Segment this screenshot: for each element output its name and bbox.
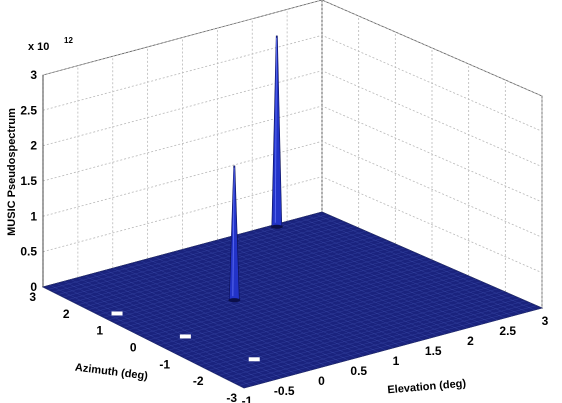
z-tick-label: 2: [30, 139, 37, 153]
mesh-line: [228, 300, 526, 381]
mesh-line: [208, 290, 504, 371]
chart-ticks: 0 0.5 1 1.5 2 2.5 3 -3 -2 -1 0 1 2 3 -1 -0.5 0 0.5 1 1.5 2 2.…: [20, 68, 548, 403]
peak-base: [270, 224, 283, 229]
mesh-line: [118, 247, 405, 326]
z-tick-label: 0: [30, 280, 37, 294]
peak-highlight: [274, 37, 278, 223]
grid-line-z: [42, 70, 543, 168]
x-tick-label: 0.5: [350, 364, 367, 378]
z-axis-label: MUSIC Pseudospectrum: [6, 108, 18, 236]
mesh-line: [83, 230, 367, 308]
grid-line-z: [42, 140, 543, 238]
mesh-line: [113, 245, 400, 323]
y-tick-label: -2: [193, 374, 204, 388]
mesh-line: [68, 223, 350, 300]
y-tick-label: 1: [96, 324, 103, 338]
mesh-line: [213, 293, 510, 374]
z-tick-label: 1.5: [20, 174, 37, 188]
y-axis-label: Azimuth (deg): [74, 362, 149, 383]
y-tick-label: 2: [63, 307, 70, 321]
x-tick-label: 1.5: [425, 344, 442, 358]
mesh-line: [52, 216, 334, 293]
surface-highlight: [179, 334, 191, 339]
surface-highlight: [111, 311, 123, 316]
mesh-line: [173, 274, 466, 353]
peak-highlight: [232, 167, 235, 297]
x-tick-label: -1: [242, 394, 253, 403]
mesh-line: [128, 252, 416, 331]
mesh-line: [158, 266, 449, 346]
grid-line-z: [42, 176, 543, 274]
z-tick-label: 2.5: [20, 103, 37, 117]
x-tick-label: -0.5: [274, 384, 295, 398]
grid-line-z: [42, 34, 543, 132]
mesh-line: [218, 295, 515, 376]
x-tick-label: 2: [467, 334, 474, 348]
y-tick-label: 3: [29, 290, 36, 304]
mesh-line: [168, 271, 460, 351]
y-tick-label: 0: [130, 341, 137, 355]
z-tick-label: 3: [30, 68, 37, 82]
mesh-line: [148, 262, 438, 341]
surface-floor: [41, 211, 544, 389]
mesh-line: [188, 281, 482, 361]
chart-peaks: [228, 35, 283, 303]
mesh-line: [108, 242, 394, 321]
mesh-line: [163, 269, 455, 348]
z-scale-label: x 10: [28, 41, 49, 53]
peak-base: [228, 298, 241, 303]
z-scale-exponent: 12: [64, 36, 73, 45]
mesh-line: [103, 240, 389, 318]
mesh-line: [133, 254, 422, 333]
mesh-line: [143, 259, 433, 338]
surface-mesh: [42, 211, 543, 389]
x-tick-label: 0: [318, 374, 325, 388]
mesh-line: [58, 218, 339, 295]
surface-highlights: [111, 311, 260, 362]
peak-2: [270, 35, 283, 229]
mesh-line: [138, 257, 427, 336]
mesh-line: [198, 286, 493, 366]
mesh-line: [98, 238, 383, 316]
mesh-line: [153, 264, 444, 343]
chart-surface: [41, 211, 544, 389]
x-axis-label: Elevation (deg): [387, 378, 467, 397]
grid-line-z: [42, 105, 543, 203]
mesh-line: [178, 276, 471, 356]
mesh-line: [73, 226, 356, 303]
z-tick-label: 0.5: [20, 245, 37, 259]
mesh-line: [233, 302, 532, 384]
mesh-line: [183, 278, 477, 358]
peak-1: [228, 165, 241, 303]
mesh-line: [63, 221, 345, 298]
x-tick-label: 3: [542, 314, 549, 328]
x-tick-label: 1: [393, 354, 400, 368]
mesh-line: [223, 298, 521, 379]
y-tick-label: -3: [226, 391, 237, 403]
mesh-line: [238, 305, 537, 386]
mesh-line: [88, 233, 372, 310]
surface-highlight: [248, 357, 260, 362]
mesh-line: [123, 250, 411, 328]
mesh-line: [78, 228, 361, 305]
z-tick-label: 1: [30, 209, 37, 223]
mesh-line: [193, 283, 488, 363]
x-tick-label: 2.5: [499, 324, 516, 338]
mesh-line: [203, 288, 499, 369]
mesh-line: [243, 307, 543, 389]
y-tick-label: -1: [159, 357, 170, 371]
grid-line-z: [42, 0, 543, 97]
